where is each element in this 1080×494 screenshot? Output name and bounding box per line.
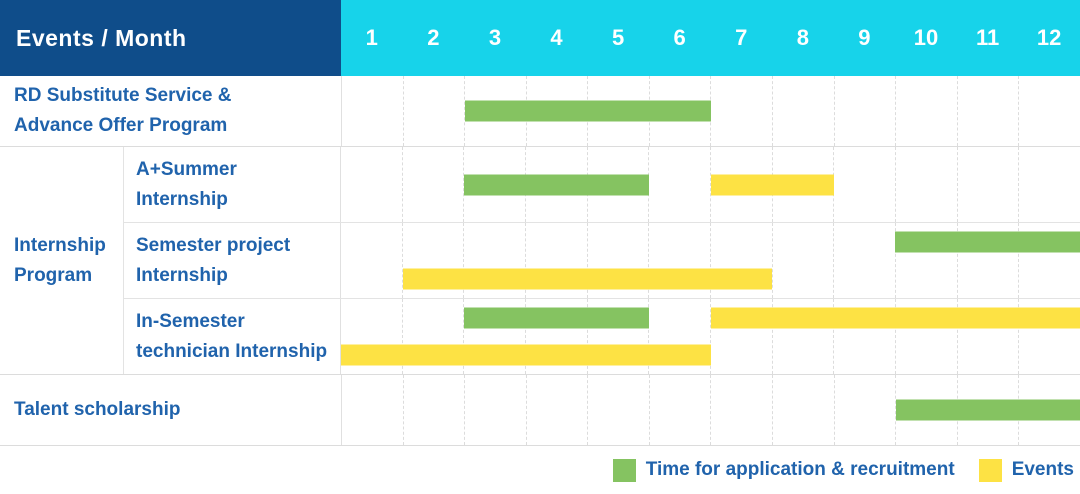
application-swatch-icon: [612, 458, 636, 482]
month-label-5: 5: [611, 25, 625, 50]
group-label: Internship Program: [0, 147, 124, 374]
month-label-4: 4: [550, 25, 563, 50]
month-label-8: 8: [796, 25, 809, 50]
month-header-strip: 1 2 3 4 5 6 7 8 9 10 11 12: [341, 0, 1080, 76]
events-month-header: Events / Month: [0, 0, 341, 76]
month-label-3: 3: [488, 25, 502, 50]
month-label-6: 6: [673, 25, 686, 50]
table-row: In-Semester technician Internship: [124, 298, 1080, 374]
event-bar: [341, 344, 711, 366]
table-row: Semester project Internship: [124, 222, 1080, 298]
event-bar: [710, 307, 1080, 329]
group-label-line: Internship: [14, 234, 106, 256]
row-label: Talent scholarship: [0, 375, 341, 445]
row-label: In-Semester technician Internship: [124, 299, 340, 374]
table-body: RD Substitute Service & Advance Offer Pro…: [0, 76, 1080, 446]
legend-item-event: Events: [978, 458, 1074, 482]
row-label-line: In-Semester: [136, 310, 245, 332]
application-recruitment-bar: [465, 100, 711, 122]
application-recruitment-bar: [895, 399, 1080, 421]
application-recruitment-bar: [464, 307, 649, 329]
row-label-line: A+Summer: [136, 158, 237, 180]
row-label-line: Internship: [136, 188, 228, 210]
event-bar: [710, 174, 834, 195]
row-label: A+Summer Internship: [124, 147, 340, 222]
row-label-line: Semester project: [136, 234, 291, 256]
internship-program-group: Internship Program A+Summer Internship Semes…: [0, 146, 1080, 374]
row-label-line: Internship: [136, 264, 228, 286]
table-row: A+Summer Internship: [124, 147, 1080, 222]
row-label-line: Talent scholarship: [14, 399, 181, 420]
table-row: Talent scholarship: [0, 374, 1080, 445]
row-grid: [341, 375, 1080, 445]
event-bar: [402, 268, 773, 290]
month-gridlines: [341, 223, 1080, 298]
row-label: RD Substitute Service & Advance Offer Pro…: [0, 76, 341, 146]
month-label-12: 12: [1036, 25, 1062, 50]
row-label-line: RD Substitute Service &: [14, 85, 232, 106]
month-label-10: 10: [913, 25, 939, 50]
row-grid: [340, 223, 1080, 298]
month-label-11: 11: [975, 25, 1000, 50]
table-row: RD Substitute Service & Advance Offer Pro…: [0, 76, 1080, 146]
month-label-7: 7: [735, 25, 748, 50]
month-label-2: 2: [427, 25, 440, 50]
month-label-1: 1: [365, 25, 378, 50]
legend-label: Events: [1011, 459, 1074, 480]
row-label-line: technician Internship: [136, 340, 328, 362]
table-header-row: Events / Month 1 2 3 4 5 6 7 8 9 10 11 12: [0, 0, 1080, 76]
row-grid: [341, 76, 1080, 146]
row-grid: [340, 147, 1080, 222]
application-recruitment-bar: [895, 231, 1080, 253]
legend: Time for application & recruitment Events: [0, 446, 1080, 494]
group-label-line: Program: [14, 264, 93, 286]
row-label: Semester project Internship: [124, 223, 340, 298]
row-label-line: Advance Offer Program: [14, 115, 228, 136]
application-recruitment-bar: [464, 174, 649, 195]
month-label-9: 9: [858, 25, 871, 50]
legend-item-application: Time for application & recruitment: [612, 458, 955, 482]
row-grid: [340, 299, 1080, 374]
legend-label: Time for application & recruitment: [645, 459, 955, 480]
month-gridlines: [341, 299, 1080, 374]
event-swatch-icon: [978, 458, 1002, 482]
